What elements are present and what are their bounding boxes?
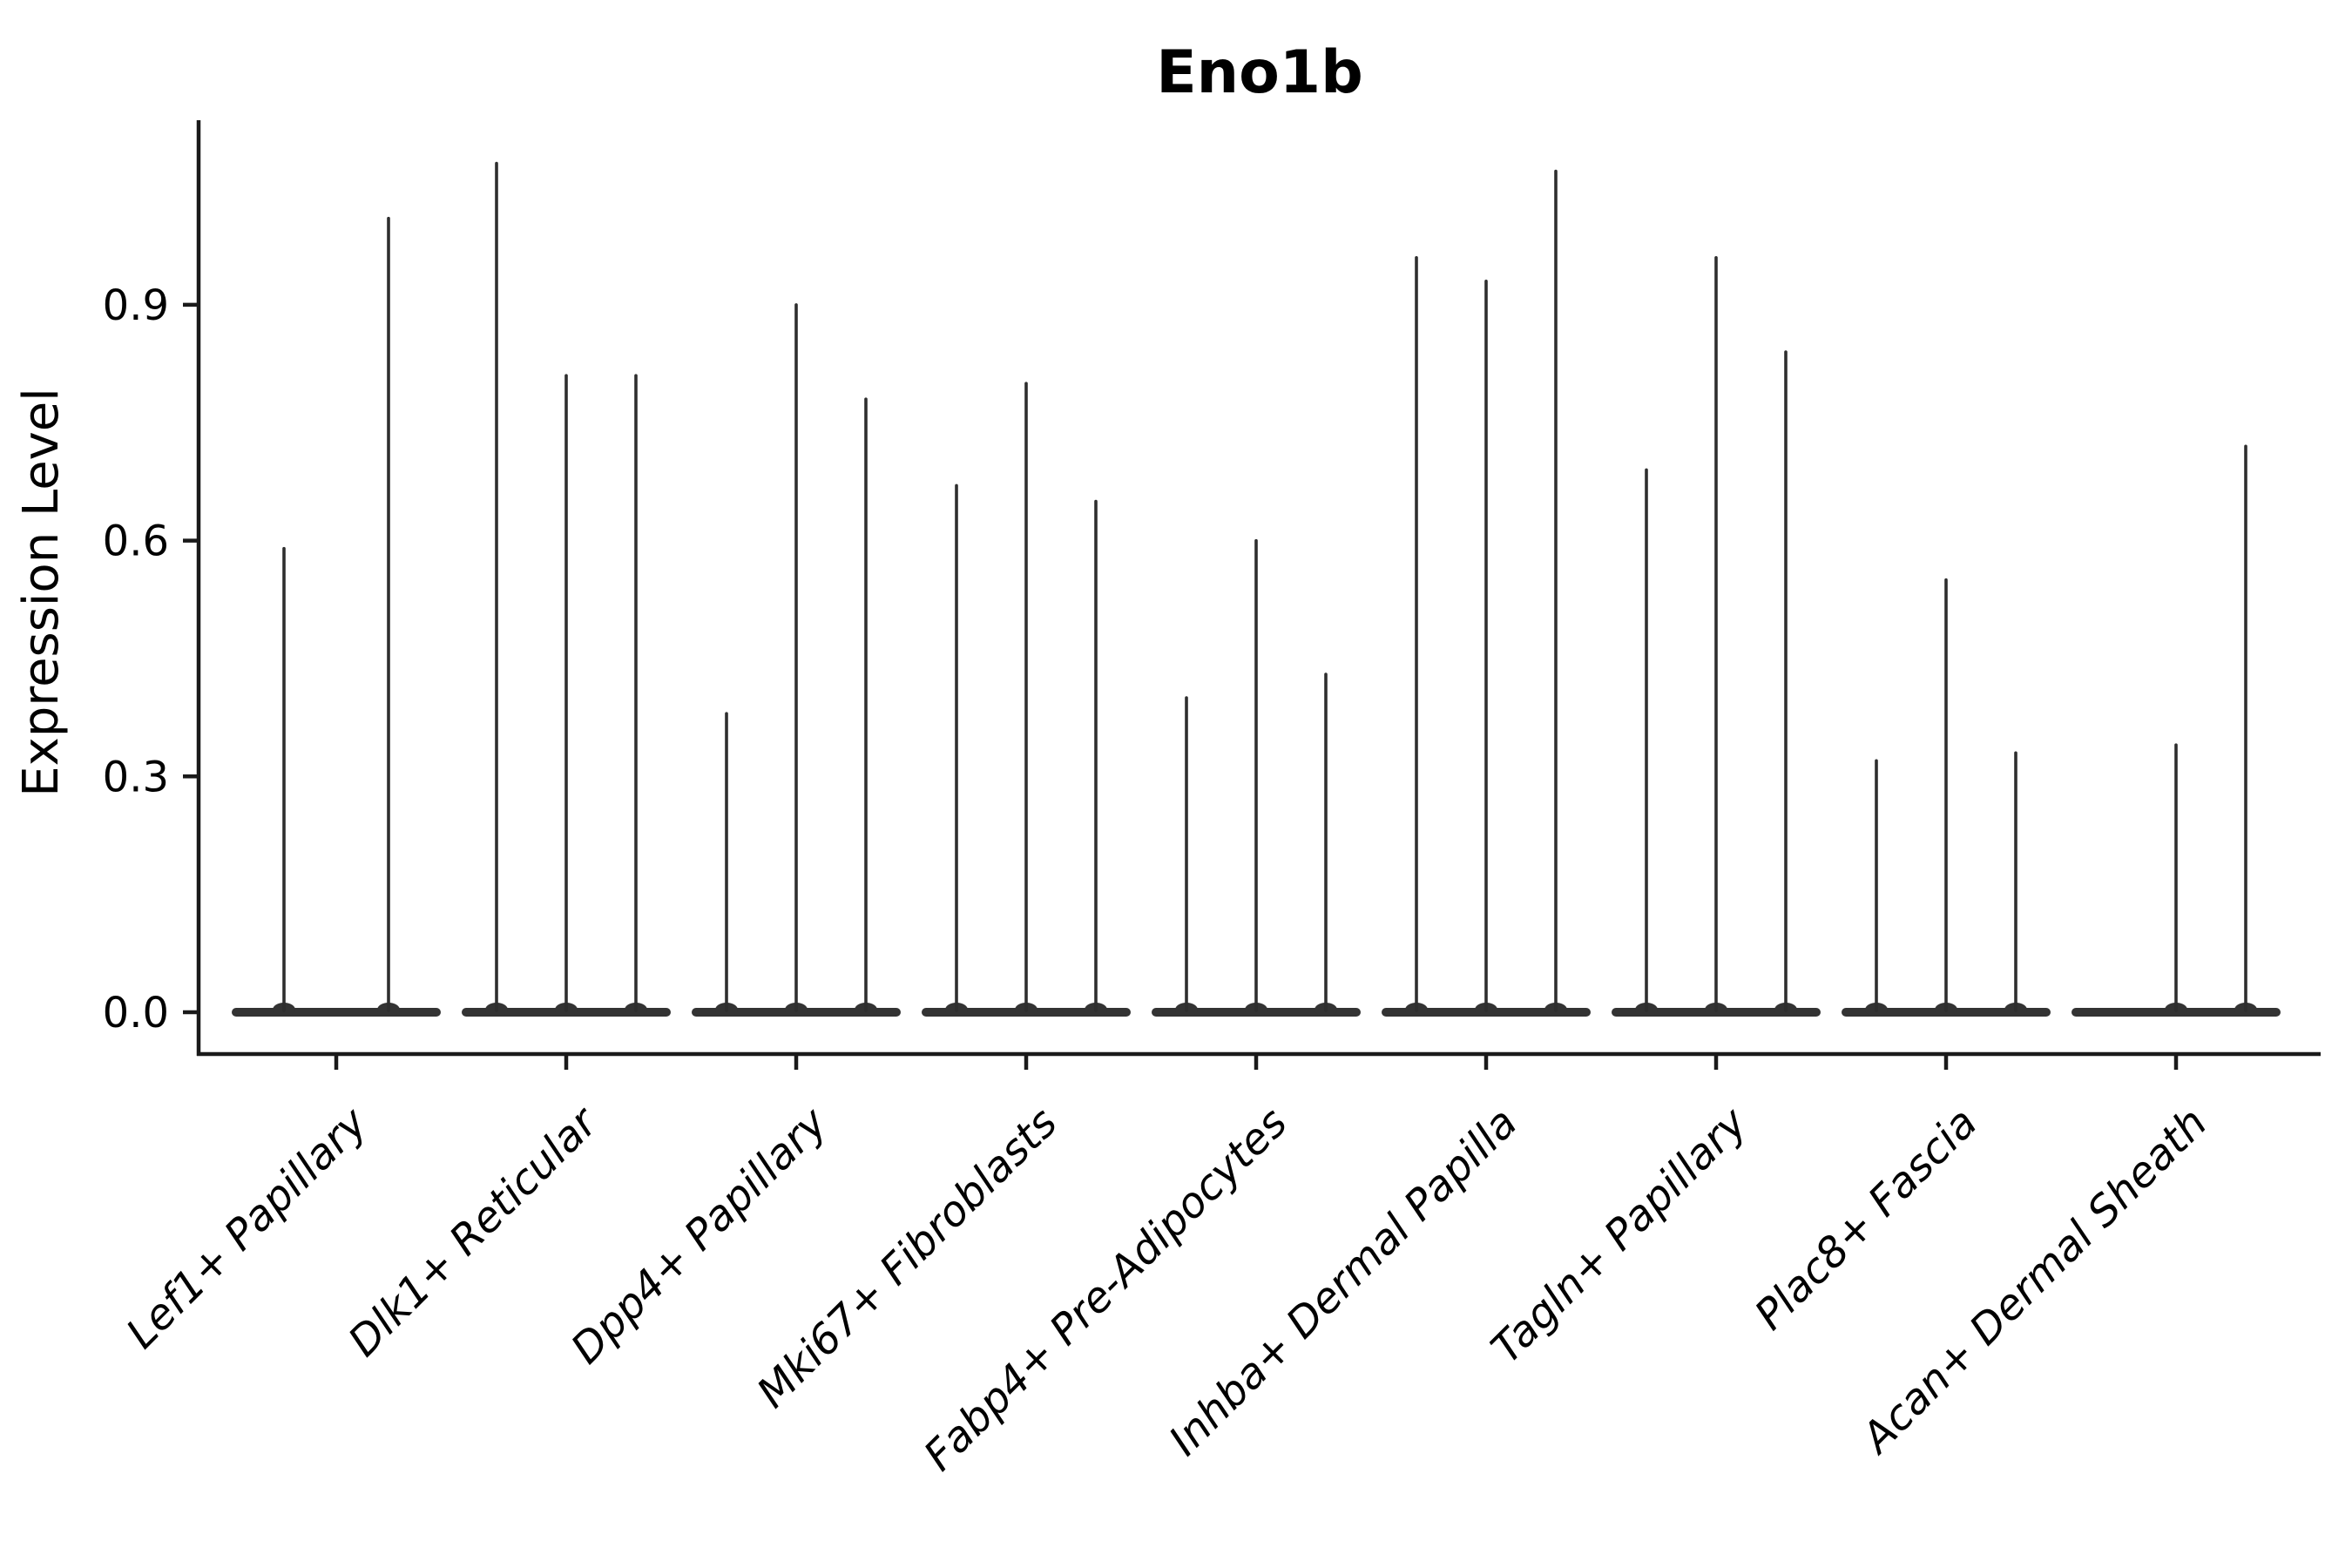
- violin-baseline: [232, 1008, 441, 1017]
- x-tick-label: Dlk1+ Reticular: [339, 1097, 609, 1367]
- x-tick-label: Fabp4+ Pre-Adipocytes: [915, 1098, 1297, 1481]
- x-tick-label: Lef1+ Papillary: [117, 1098, 377, 1358]
- x-tick-label: Tagln+ Papillary: [1482, 1098, 1757, 1373]
- y-tick-label: 0.9: [103, 281, 169, 330]
- x-axis-ticks: [334, 1054, 2179, 1070]
- x-tick-label: Plac8+ Fascia: [1746, 1098, 1987, 1340]
- chart-title: Eno1b: [1156, 38, 1363, 107]
- x-tick-label: Dpp4+ Papillary: [562, 1098, 837, 1373]
- y-tick-label: 0.0: [103, 989, 169, 1037]
- y-axis-label: Expression Level: [13, 388, 70, 797]
- y-tick-label: 0.3: [103, 753, 169, 801]
- y-axis-ticks: 0.0 0.3 0.6 0.9: [103, 281, 199, 1037]
- y-tick-label: 0.6: [103, 517, 169, 566]
- violins: [232, 161, 2281, 1017]
